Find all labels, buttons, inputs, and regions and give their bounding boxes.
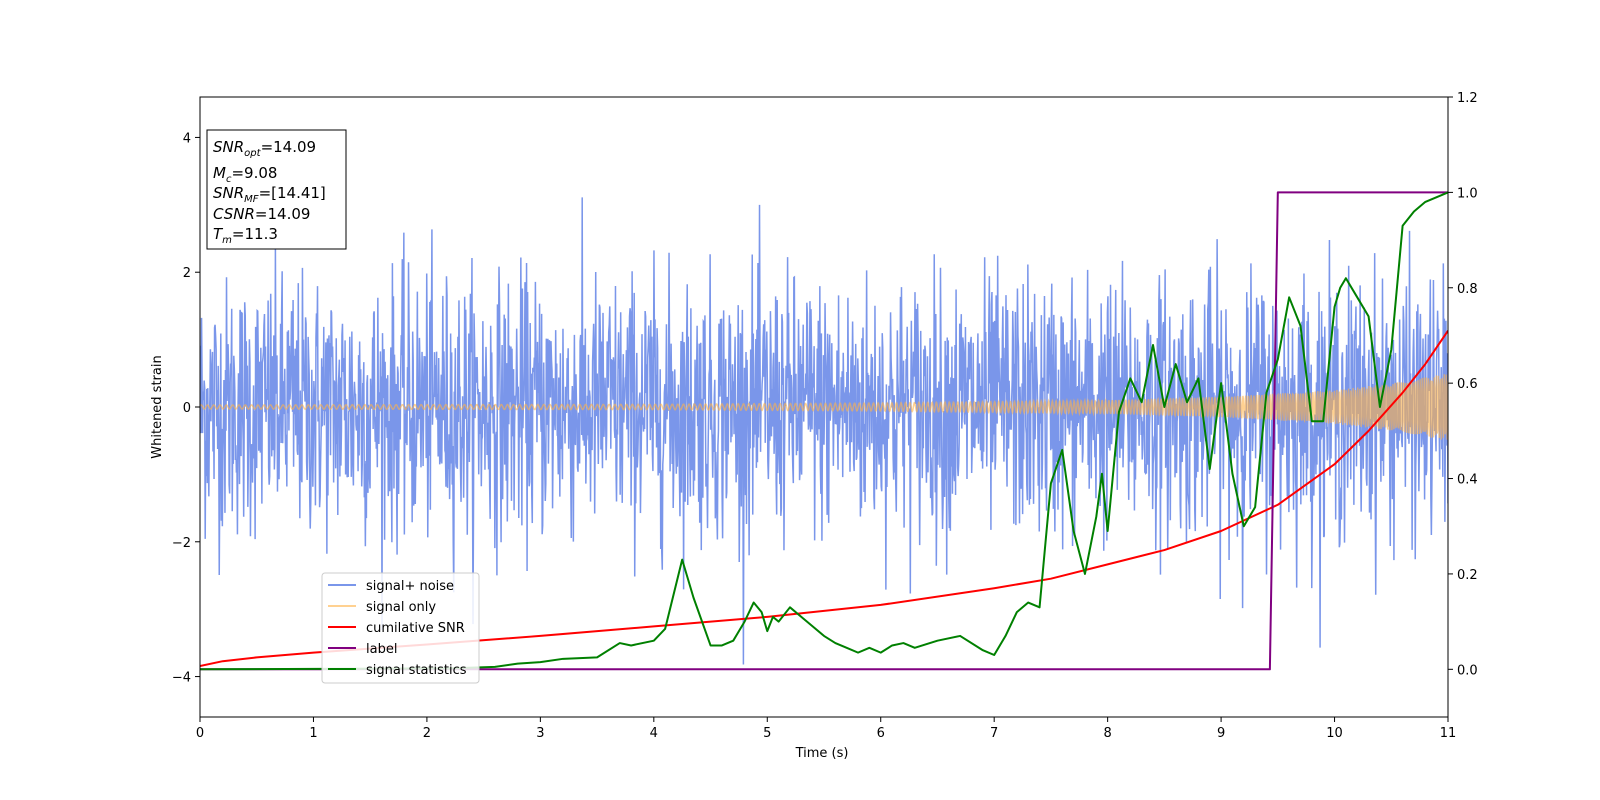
legend-item-cumulative-snr: cumilative SNR [328,621,465,636]
info-snr-mf: SNRMF=[14.41] [213,184,326,205]
x-tick-label: 5 [763,726,771,741]
legend-frame [321,572,480,684]
x-tick-label: 9 [1217,726,1225,741]
info-tm: Tm=11.3 [213,225,278,246]
info-mc: Mc=9.08 [213,164,277,185]
y-left-tick-label: −2 [172,536,191,551]
y-right-tick-label: 0.0 [1457,663,1478,678]
series-label [200,191,1448,671]
y-axis-right: 1.2 1.0 0.8 0.6 0.4 0.2 0.0 [1448,91,1478,678]
x-tick-label: 1 [309,726,317,741]
x-tick-label: 2 [423,726,431,741]
y-left-tick-label: 0 [183,401,191,416]
y-right-tick-label: 1.0 [1457,186,1478,201]
y-left-tick-label: −4 [172,671,191,686]
y-axis-left: 4 2 0 −2 −4 [172,131,200,686]
legend-item-signal-only: signal only [328,600,436,615]
series-signal-statistics [200,191,1448,671]
info-box: SNRopt=14.09 Mc=9.08 SNRMF=[14.41] CSNR=… [206,129,347,250]
y-left-tick-label: 4 [183,131,191,146]
legend-label-signal-only: signal only [366,600,436,615]
info-snr-opt: SNRopt=14.09 [213,138,316,159]
x-tick-label: 10 [1326,726,1343,741]
legend-item-signal-statistics: signal statistics [328,663,467,678]
y-right-tick-label: 0.4 [1457,473,1478,488]
y-right-tick-label: 1.2 [1457,91,1478,106]
legend-item-signal-noise: signal+ noise [328,579,454,594]
y-right-tick-label: 0.8 [1457,282,1478,297]
legend-label-label: label [366,642,397,657]
x-tick-label: 6 [877,726,885,741]
series-signal-noise [200,197,1448,665]
series-signal-only [200,374,1448,440]
legend-label-cumulative-snr: cumilative SNR [366,621,465,636]
y-left-tick-label: 2 [183,266,191,281]
x-axis-label: Time (s) [795,746,849,761]
x-tick-label: 11 [1440,726,1457,741]
y-right-tick-label: 0.6 [1457,377,1478,392]
y-axis-label: Whitened strain [150,355,165,458]
x-tick-label: 7 [990,726,998,741]
info-csnr: CSNR=14.09 [213,205,310,223]
x-tick-label: 4 [650,726,658,741]
legend: signal+ noise signal only cumilative SNR… [321,572,480,684]
info-box-frame [206,129,347,250]
legend-label-signal-statistics: signal statistics [366,663,467,678]
x-axis: 0 1 2 3 4 5 6 7 8 9 10 11 [196,717,1456,741]
y-right-tick-label: 0.2 [1457,568,1478,583]
legend-item-label: label [328,642,397,657]
x-tick-label: 0 [196,726,204,741]
x-tick-label: 8 [1103,726,1111,741]
legend-label-signal-noise: signal+ noise [366,579,454,594]
x-tick-label: 3 [536,726,544,741]
